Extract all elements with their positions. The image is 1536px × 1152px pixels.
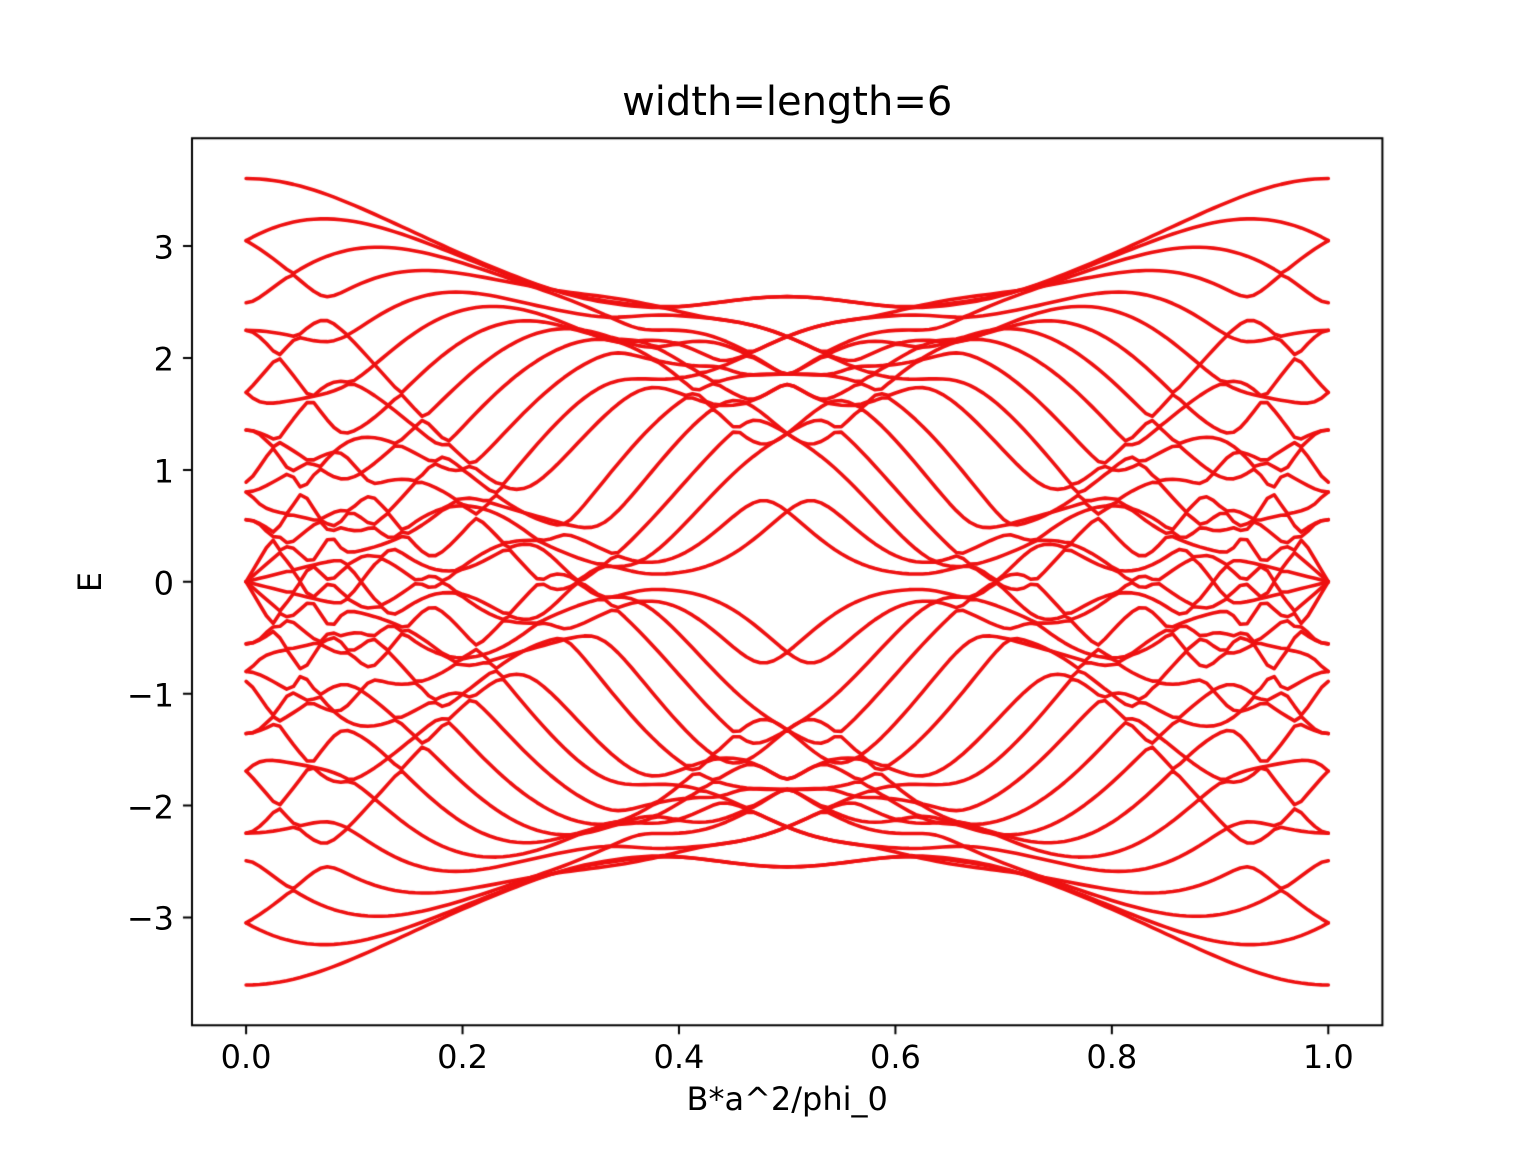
- y-tick-label: 3: [153, 228, 174, 267]
- x-tick-label: 0.4: [653, 1038, 705, 1077]
- y-tick-label: 1: [153, 452, 174, 491]
- x-tick-label: 1.0: [1302, 1038, 1354, 1077]
- y-tick-label: −3: [126, 899, 174, 938]
- x-tick-label: 0.2: [437, 1038, 488, 1077]
- y-tick-label: −1: [126, 675, 174, 714]
- x-tick-label: 0.0: [220, 1038, 272, 1077]
- y-axis-label: E: [71, 571, 109, 592]
- x-tick-label: 0.6: [869, 1038, 921, 1077]
- x-tick-label: 0.8: [1086, 1038, 1138, 1077]
- chart-title: width=length=6: [622, 79, 953, 125]
- y-tick-label: −2: [126, 787, 174, 826]
- y-tick-label: 0: [153, 564, 174, 603]
- x-axis-label: B*a^2/phi_0: [686, 1080, 888, 1119]
- y-tick-label: 2: [153, 340, 174, 379]
